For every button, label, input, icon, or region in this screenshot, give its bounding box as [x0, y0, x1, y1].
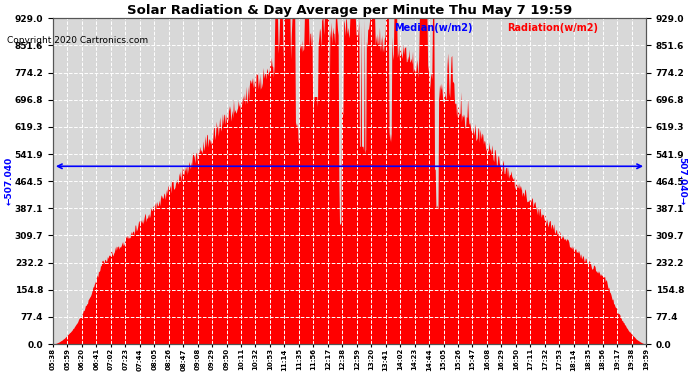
Title: Solar Radiation & Day Average per Minute Thu May 7 19:59: Solar Radiation & Day Average per Minute…: [127, 4, 572, 17]
Text: Median(w/m2): Median(w/m2): [394, 23, 473, 33]
Y-axis label: 507.040→: 507.040→: [677, 157, 686, 205]
Text: Radiation(w/m2): Radiation(w/m2): [506, 23, 598, 33]
Text: Copyright 2020 Cartronics.com: Copyright 2020 Cartronics.com: [7, 36, 148, 45]
Y-axis label: ←507.040: ←507.040: [4, 157, 13, 205]
